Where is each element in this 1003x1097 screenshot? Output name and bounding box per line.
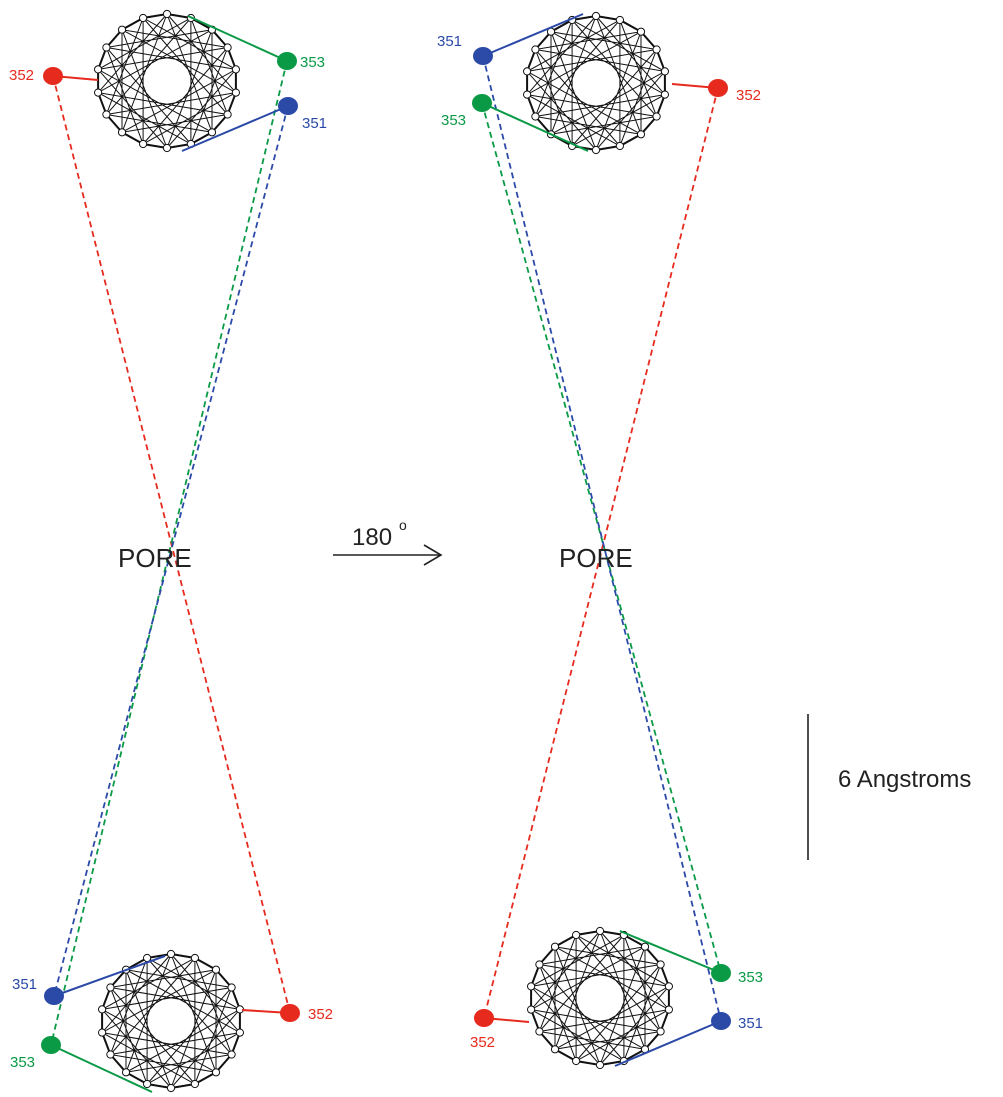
residue-labels: 352 353 351 351 353 352 351 353 352 352 … (9, 33, 763, 1071)
helical-wheel-top-right (523, 11, 670, 155)
rotation-degree-mark: o (399, 517, 407, 533)
pore-label-left: PORE (118, 543, 192, 573)
residue-351-bottom-left-dot (44, 987, 64, 1005)
label-353-bottom-left: 353 (10, 1054, 35, 1071)
label-352-bottom-right: 352 (470, 1034, 495, 1051)
label-351-bottom-right: 351 (738, 1015, 763, 1032)
right-arrow-icon (333, 544, 443, 566)
residue-353-bottom-left-dot (41, 1036, 61, 1054)
dashed-line-353-right (481, 102, 722, 974)
connector-351-bottom-left (53, 955, 166, 997)
residue-351-bottom-right-dot (711, 1012, 731, 1030)
helical-wheel-bottom-right (527, 926, 674, 1070)
label-351-top-left: 351 (302, 115, 327, 132)
helical-wheel-top-left (94, 9, 240, 153)
connector-353-top-left (187, 15, 288, 62)
connector-351-top-right (482, 13, 584, 57)
scale-bar-label: 6 Angstroms (838, 766, 971, 793)
connector-351-top-left (181, 105, 289, 152)
connector-353-bottom-left (50, 1044, 153, 1093)
rotation-indicator: 180 o (333, 517, 443, 566)
label-351-bottom-left: 351 (12, 976, 37, 993)
connector-353-bottom-right (619, 930, 722, 974)
residue-352-top-right-dot (708, 79, 728, 97)
residue-353-top-right-dot (472, 94, 492, 112)
label-352-top-left: 352 (9, 67, 34, 84)
residue-353-top-left-dot (277, 52, 297, 70)
dashed-distance-lines (50, 55, 722, 1046)
residue-352-bottom-left-dot (280, 1004, 300, 1022)
dashed-line-351-right (482, 55, 722, 1022)
pore-label-right: PORE (559, 543, 633, 573)
rotation-angle: 180 (352, 524, 392, 551)
label-353-top-left: 353 (300, 54, 325, 71)
label-353-top-right: 353 (441, 112, 466, 129)
residue-352-top-left-dot (43, 67, 63, 85)
label-352-bottom-left: 352 (308, 1006, 333, 1023)
scale-bar: 6 Angstroms (807, 714, 971, 860)
connector-353-top-right (481, 102, 589, 152)
dashed-line-353-left (50, 60, 288, 1046)
residue-352-bottom-right-dot (474, 1009, 494, 1027)
dashed-line-352-left (52, 75, 291, 1014)
helical-wheel-bottom-left (98, 949, 244, 1093)
residue-351-top-right-dot (473, 47, 493, 65)
connector-351-bottom-right (614, 1020, 722, 1067)
label-352-top-right: 352 (736, 87, 761, 104)
residue-353-bottom-right-dot (711, 964, 731, 982)
label-351-top-right: 351 (437, 33, 462, 50)
dashed-line-351-left (53, 105, 289, 997)
residue-markers (41, 47, 731, 1054)
residue-351-top-left-dot (278, 97, 298, 115)
label-353-bottom-right: 353 (738, 969, 763, 986)
